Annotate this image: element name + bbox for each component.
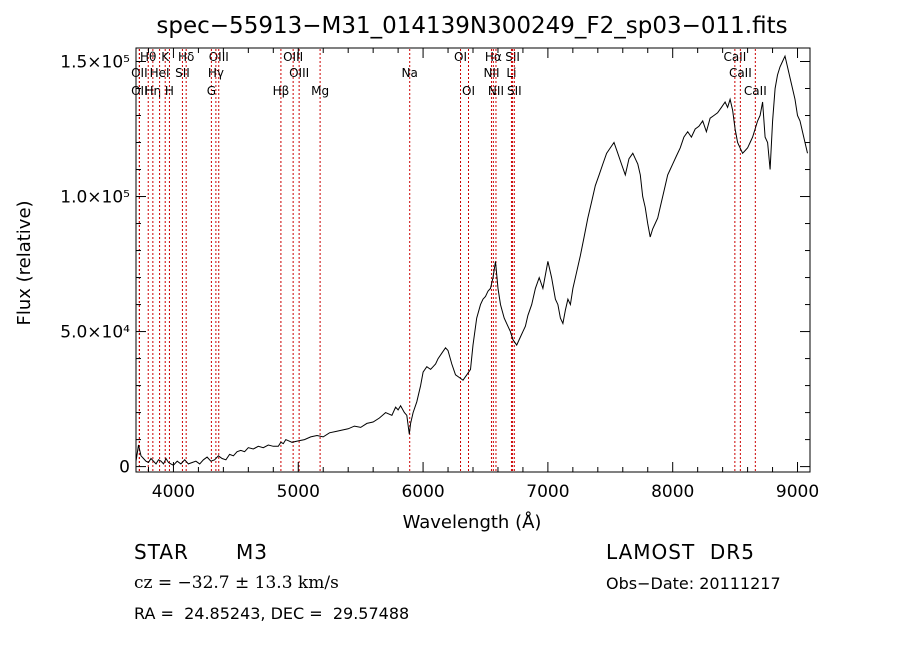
spectral-line-label: Hδ [178, 50, 194, 64]
x-axis-label: Wavelength (Å) [403, 511, 542, 533]
spectral-line-label: Hη [145, 84, 162, 98]
spectral-line-label: H [165, 84, 174, 98]
object-subclass: M3 [236, 540, 268, 564]
spectrum-line [135, 54, 808, 466]
coordinates: RA = 24.85243, DEC = 29.57488 [134, 604, 410, 623]
spectral-line-label: Hα [485, 50, 502, 64]
observation-date: Obs−Date: 20111217 [606, 574, 781, 593]
plot-frame [135, 47, 811, 473]
spectral-line-label: NII [483, 66, 499, 80]
x-tick-label: 7000 [526, 482, 569, 502]
object-class: STAR [134, 540, 189, 564]
spectral-line-label: Hθ [140, 50, 156, 64]
spectral-line-label: OII [131, 84, 148, 98]
x-tick-label: 4000 [152, 482, 195, 502]
spectral-line-label: OIII [289, 66, 309, 80]
spectrum-series [135, 54, 808, 466]
spectral-line-label: CaII [723, 50, 746, 64]
spectral-line-label: CaII [729, 66, 752, 80]
x-tick-label: 8000 [651, 482, 694, 502]
spectral-line-label: SII [175, 66, 190, 80]
spectral-line-label: G [207, 84, 216, 98]
spectral-line-label: OI [462, 84, 475, 98]
survey-name: LAMOST DR5 [606, 540, 755, 564]
spectral-line-label: NII [488, 84, 504, 98]
x-tick-label: 5000 [277, 482, 320, 502]
spectral-line-label: HeI [150, 66, 170, 80]
y-tick-label: 1.0×10⁵ [60, 188, 130, 208]
redshift-velocity: cz = −32.7 ± 13.3 km/s [134, 573, 339, 593]
spectral-line-label: SII [505, 50, 520, 64]
spectral-line-label: Hβ [273, 84, 290, 98]
spectral-line-label: Mg [311, 84, 329, 98]
spectral-line-label: CaII [744, 84, 767, 98]
spectral-line-label: OI [454, 50, 467, 64]
y-axis-label: Flux (relative) [14, 200, 35, 325]
x-tick-label: 9000 [776, 482, 819, 502]
chart-title: spec−55913−M31_014139N300249_F2_sp03−011… [156, 13, 787, 39]
axis-ticks: 4000 5000 6000 7000 8000 9000 0 5.0×10⁴ 1.0×10⁵ 1… [60, 48, 819, 502]
y-tick-label: 0 [119, 458, 130, 478]
y-tick-label: 5.0×10⁴ [60, 323, 130, 343]
spectral-line-label: Na [402, 66, 418, 80]
spectral-line-label: OIII [209, 50, 229, 64]
spectral-line-label: Hγ [208, 66, 224, 80]
x-tick-label: 6000 [401, 482, 444, 502]
y-tick-label: 1.5×10⁵ [60, 53, 130, 73]
spectral-line-label: Li [506, 66, 516, 80]
spectral-line-label: SII [507, 84, 522, 98]
spectral-line-label: OIII [283, 50, 303, 64]
spectral-line-label: K [161, 50, 170, 64]
